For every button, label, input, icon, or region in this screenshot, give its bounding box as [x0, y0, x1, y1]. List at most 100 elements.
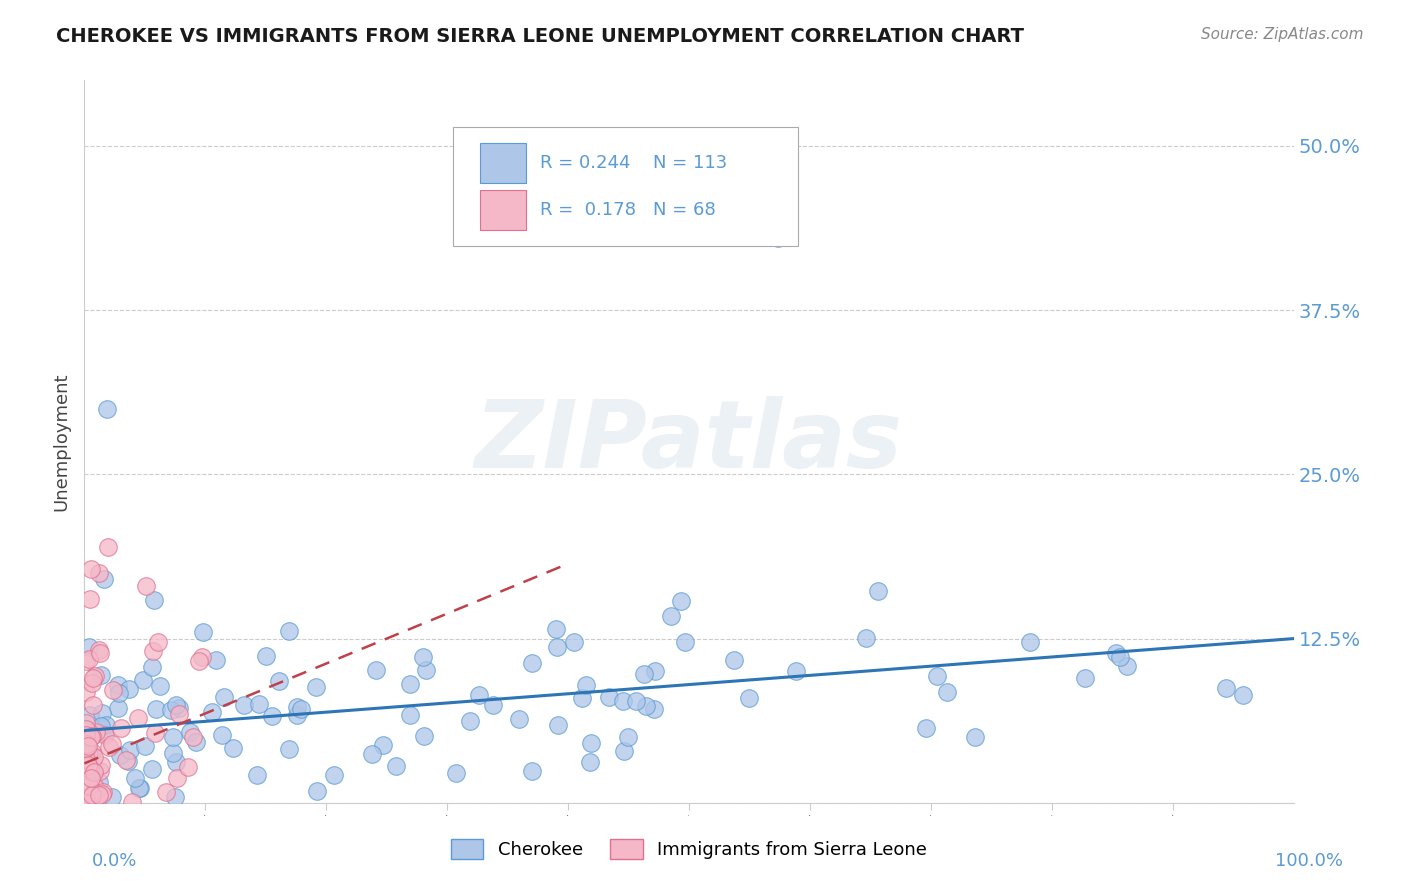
Point [98, 740, 121, 755]
Point [76, 757, 98, 772]
Point [115, 753, 138, 767]
Bar [479, 143, 526, 183]
Point [212, 690, 235, 705]
Point [412, 730, 434, 744]
Point [75, 741, 97, 756]
Y-axis label: Unemployment: Unemployment [52, 372, 70, 511]
Point [508, 712, 530, 726]
Point [117, 754, 139, 768]
Point [108, 686, 131, 700]
Point [75, 790, 97, 805]
Point [520, 764, 543, 778]
Point [412, 650, 434, 665]
Point [128, 780, 150, 795]
Point [121, 795, 143, 809]
Point [80, 562, 103, 576]
Point [1116, 659, 1139, 673]
Text: Source: ZipAtlas.com: Source: ZipAtlas.com [1201, 27, 1364, 42]
Point [132, 673, 155, 687]
Point [143, 592, 166, 607]
Point [233, 698, 256, 713]
Point [145, 702, 167, 716]
FancyBboxPatch shape [453, 128, 797, 246]
Point [626, 694, 648, 708]
Point [191, 650, 214, 665]
Point [75, 654, 97, 668]
Point [575, 678, 598, 692]
Point [1215, 681, 1237, 695]
Point [91, 785, 114, 799]
Point [571, 690, 593, 705]
Point [305, 784, 328, 798]
Point [659, 608, 682, 623]
Point [77, 640, 100, 654]
Point [79, 762, 101, 776]
Point [167, 706, 190, 721]
Point [467, 688, 489, 702]
Point [444, 766, 467, 780]
Point [612, 693, 634, 707]
Point [166, 771, 188, 785]
Point [79, 726, 101, 740]
Point [142, 643, 165, 657]
Point [107, 677, 129, 691]
Point [100, 790, 122, 805]
Point [205, 652, 228, 666]
Point [785, 664, 807, 678]
Point [80, 730, 103, 744]
Bar [479, 190, 526, 230]
Point [89, 643, 111, 657]
Point [76, 752, 98, 766]
Point [671, 594, 693, 608]
Point [673, 634, 696, 648]
Point [76, 739, 98, 754]
Point [278, 624, 301, 639]
Point [107, 701, 129, 715]
Point [103, 683, 125, 698]
Point [925, 669, 948, 683]
Point [118, 743, 141, 757]
Point [211, 728, 233, 742]
Point [278, 741, 301, 756]
Point [90, 788, 112, 802]
Point [94, 718, 117, 732]
Point [290, 701, 312, 715]
Point [80, 729, 103, 743]
Point [643, 702, 665, 716]
Point [169, 700, 191, 714]
Point [89, 646, 111, 660]
Point [254, 648, 277, 663]
Point [578, 756, 600, 770]
Point [79, 707, 101, 722]
Point [247, 697, 270, 711]
Point [181, 731, 204, 745]
Point [87, 775, 110, 789]
Point [644, 664, 666, 678]
Point [80, 745, 103, 759]
Point [127, 711, 149, 725]
Point [89, 566, 111, 580]
Point [598, 690, 620, 704]
Point [579, 736, 602, 750]
Point [361, 747, 384, 761]
Point [184, 735, 207, 749]
Point [188, 654, 211, 668]
Point [90, 719, 112, 733]
Point [79, 764, 101, 778]
Point [94, 728, 117, 742]
Point [1105, 646, 1128, 660]
Point [135, 579, 157, 593]
Point [75, 741, 97, 756]
Point [75, 684, 97, 698]
Point [141, 762, 163, 776]
Point [82, 671, 104, 685]
Point [124, 771, 146, 785]
Point [723, 653, 745, 667]
Point [87, 789, 110, 803]
Point [738, 691, 761, 706]
Point [165, 756, 187, 770]
Point [75, 716, 97, 731]
Point [84, 725, 107, 739]
Point [768, 231, 790, 245]
Point [613, 744, 636, 758]
